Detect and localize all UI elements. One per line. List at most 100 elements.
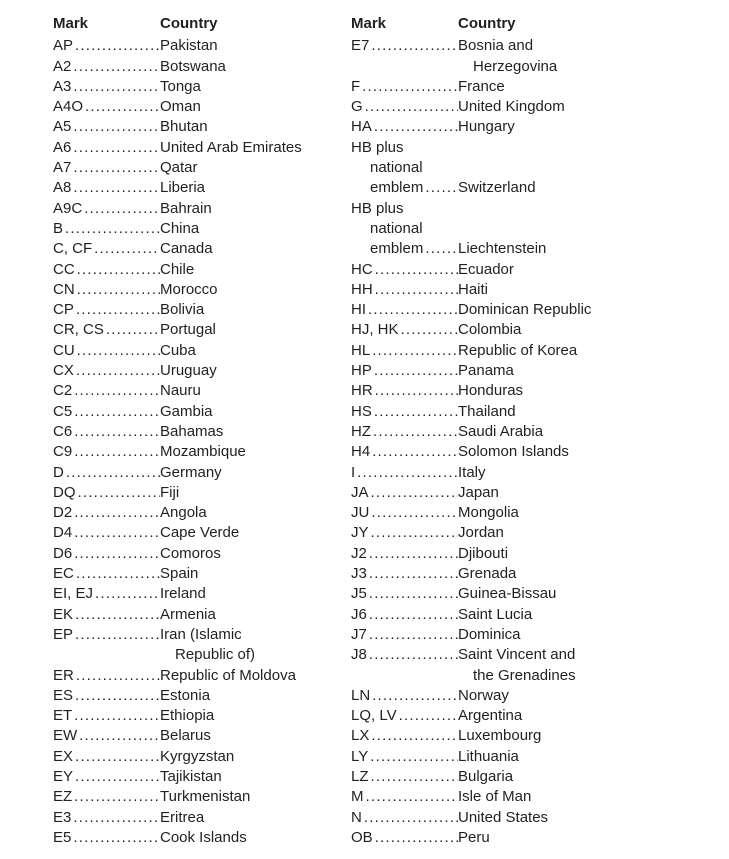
- mark-continuation-line: HB plus: [351, 138, 723, 158]
- table-row: HR Honduras: [351, 381, 723, 401]
- mark-leader-cell: ER: [53, 666, 160, 686]
- mark-leader-cell: CU: [53, 341, 160, 361]
- dot-leader: [371, 422, 458, 442]
- mark-cell: EI, EJ: [53, 585, 94, 603]
- mark-leader-cell: F: [351, 77, 458, 97]
- country-cell: Liechtenstein: [458, 240, 547, 258]
- mark-leader-cell: EW: [53, 726, 160, 746]
- dot-leader: [71, 808, 160, 828]
- mark-leader-cell: emblem: [351, 239, 458, 259]
- table-row: F France: [351, 77, 723, 97]
- mark-cell: HZ: [351, 422, 371, 440]
- dot-leader: [77, 726, 160, 746]
- table-row: E7 Bosnia and: [351, 36, 723, 56]
- table-row: D6 Comoros: [53, 544, 347, 564]
- mark-cell: I: [351, 463, 356, 481]
- mark-cell: A8: [53, 179, 72, 197]
- mark-cell: emblem: [370, 179, 424, 197]
- mark-cell: HA: [351, 118, 372, 136]
- country-cell: United States: [458, 808, 549, 826]
- country-cell: Isle of Man: [458, 788, 532, 806]
- dot-leader: [370, 686, 458, 706]
- dot-leader: [423, 178, 458, 198]
- country-cell: Saudi Arabia: [458, 422, 544, 440]
- mark-leader-cell: CP: [53, 300, 160, 320]
- mark-leader-cell: A5: [53, 117, 160, 137]
- dot-leader: [71, 178, 160, 198]
- mark-cell: CC: [53, 260, 75, 278]
- mark-cell: J3: [351, 565, 367, 583]
- mark-leader-cell: HI: [351, 300, 458, 320]
- country-cell: Botswana: [160, 57, 226, 75]
- dot-leader: [71, 828, 160, 848]
- mark-cell: CR, CS: [53, 321, 104, 339]
- country-cell: Saint Vincent and: [458, 646, 576, 664]
- country-cell: Fiji: [160, 483, 180, 501]
- mark-leader-cell: C6: [53, 422, 160, 442]
- mark-leader-cell: ET: [53, 706, 160, 726]
- mark-continuation-line: national: [351, 158, 723, 178]
- dot-leader: [104, 320, 160, 340]
- mark-leader-cell: D4: [53, 523, 160, 543]
- mark-leader-cell: E5: [53, 828, 160, 848]
- table-row: HI Dominican Republic: [351, 300, 723, 320]
- mark-leader-cell: HA: [351, 117, 458, 137]
- dot-leader: [370, 442, 458, 462]
- country-cell: Bahrain: [160, 199, 212, 217]
- mark-cell: F: [351, 77, 361, 95]
- dot-leader: [372, 117, 458, 137]
- mark-cell: CX: [53, 362, 74, 380]
- mark-cell: C9: [53, 443, 73, 461]
- table-row: EK Armenia: [53, 605, 347, 625]
- mark-cell: J6: [351, 605, 367, 623]
- country-continuation-line: the Grenadines: [473, 666, 576, 684]
- dot-leader: [355, 463, 458, 483]
- table-row: C2 Nauru: [53, 381, 347, 401]
- dot-leader: [71, 57, 160, 77]
- mark-cell: E7: [351, 37, 370, 55]
- mark-cell: national: [370, 219, 423, 237]
- mark-cell: ES: [53, 686, 74, 704]
- country-cell: Armenia: [160, 605, 216, 623]
- country-cell: Liberia: [160, 179, 206, 197]
- table-row: CU Cuba: [53, 341, 347, 361]
- country-cell: United Arab Emirates: [160, 138, 302, 156]
- dot-leader: [64, 463, 160, 483]
- mark-cell: E5: [53, 828, 72, 846]
- table-row: CC Chile: [53, 260, 347, 280]
- mark-leader-cell: I: [351, 463, 458, 483]
- mark-cell: J5: [351, 585, 367, 603]
- dot-leader: [369, 483, 458, 503]
- country-cell: Djibouti: [458, 544, 509, 562]
- country-cell: Switzerland: [458, 179, 536, 197]
- country-cell: Panama: [458, 362, 514, 380]
- mark-leader-cell: C9: [53, 442, 160, 462]
- dot-leader: [72, 706, 160, 726]
- country-cell: China: [160, 219, 200, 237]
- table-row: HZ Saudi Arabia: [351, 422, 723, 442]
- table-row: JY Jordan: [351, 523, 723, 543]
- mark-leader-cell: CN: [53, 280, 160, 300]
- mark-cell: C5: [53, 402, 73, 420]
- country-cell: Saint Lucia: [458, 605, 533, 623]
- country-cell: Tajikistan: [160, 767, 222, 785]
- dot-leader: [63, 219, 160, 239]
- header-country: Country: [458, 15, 516, 32]
- country-cell: Lithuania: [458, 747, 519, 765]
- table-row: OB Peru: [351, 828, 723, 848]
- table-row: JU Mongolia: [351, 503, 723, 523]
- country-cell: Belarus: [160, 727, 211, 745]
- mark-leader-cell: EK: [53, 605, 160, 625]
- country-cell: France: [458, 77, 505, 95]
- table-row: A5 Bhutan: [53, 117, 347, 137]
- mark-cell: M: [351, 788, 364, 806]
- table-header: Mark Country: [53, 14, 347, 34]
- mark-cell: HH: [351, 280, 373, 298]
- mark-leader-cell: LX: [351, 726, 458, 746]
- table-row: J7 Dominica: [351, 625, 723, 645]
- table-row: ER Republic of Moldova: [53, 666, 347, 686]
- mark-cell: C, CF: [53, 240, 93, 258]
- dot-leader: [367, 584, 458, 604]
- mark-cell: national: [370, 159, 423, 177]
- mark-leader-cell: N: [351, 808, 458, 828]
